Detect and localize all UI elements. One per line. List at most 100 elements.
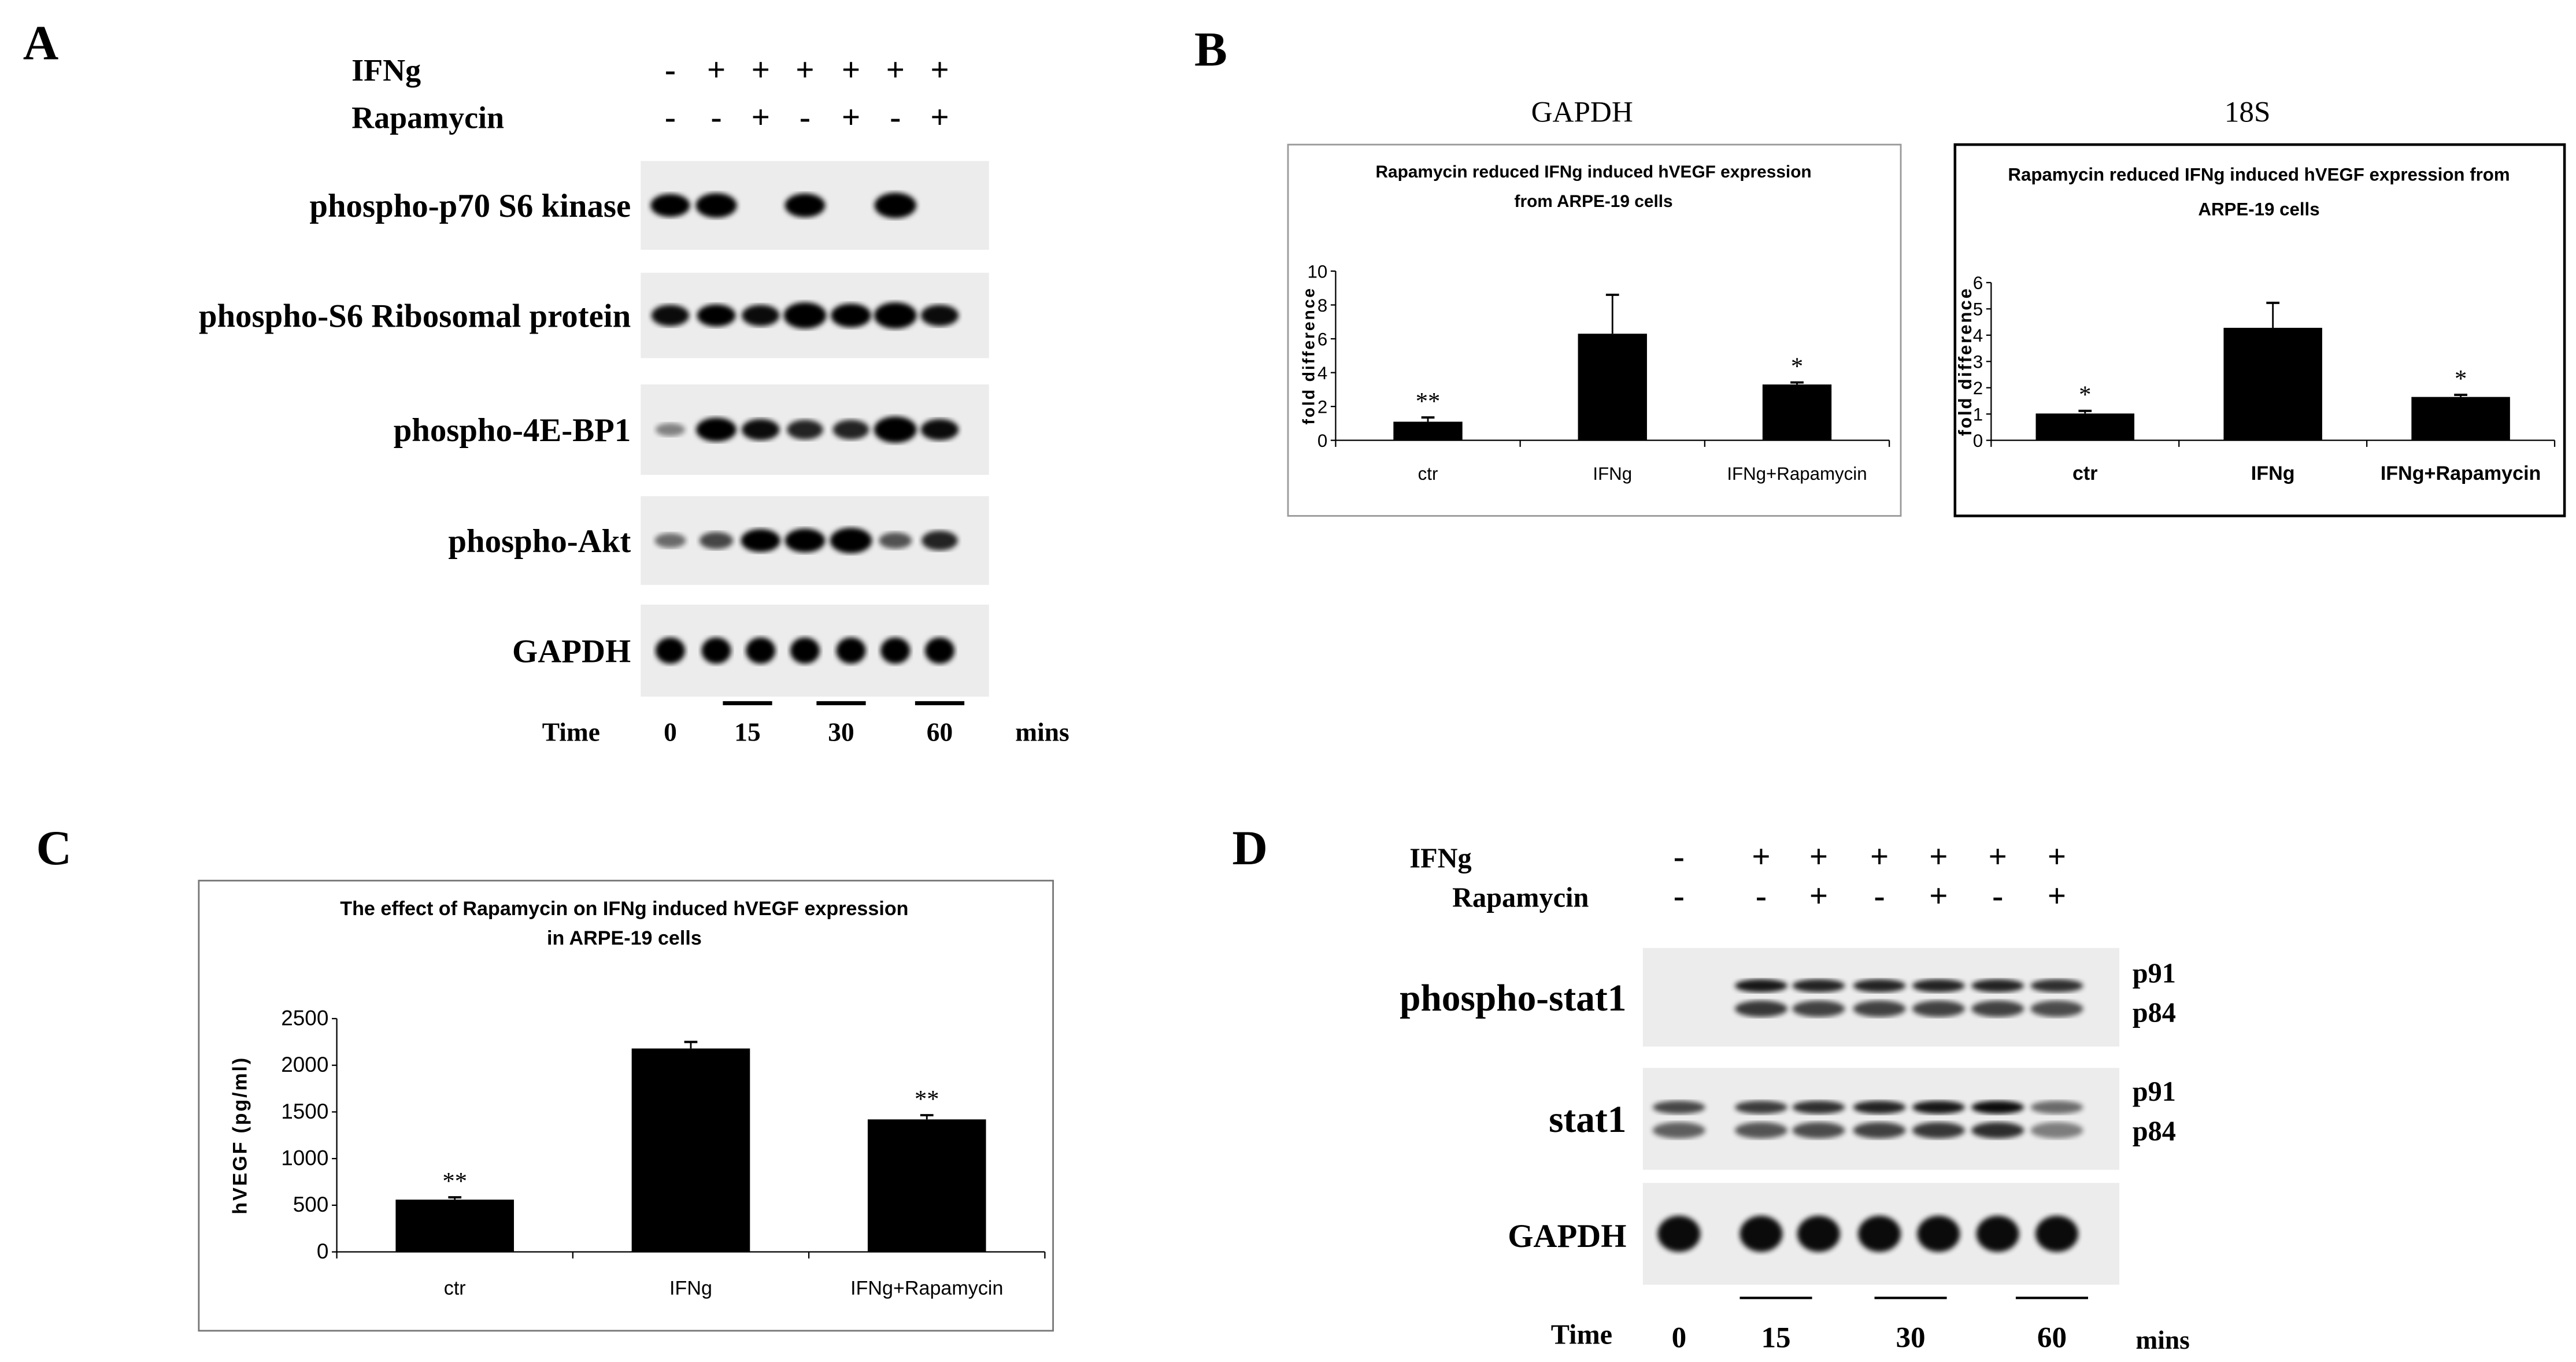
ifng-sign: + (930, 51, 949, 88)
p91-label: p91 (2133, 1076, 2176, 1107)
protein-band (655, 637, 686, 664)
blot-row: phospho-S6 Ribosomal protein (199, 272, 989, 358)
ifng-sign: - (665, 51, 676, 88)
protein-band (655, 423, 686, 436)
protein-band-p91 (1734, 979, 1787, 993)
protein-band (701, 637, 731, 664)
panel-label-c: C (36, 821, 72, 875)
time-label: Time (542, 717, 600, 747)
p84-label: p84 (2133, 1116, 2176, 1146)
protein-band-p91 (1971, 1101, 2024, 1114)
protein-band-p91 (1792, 1101, 1845, 1114)
rapamycin-sign: - (1674, 878, 1685, 915)
protein-band (784, 528, 826, 553)
y-tick-label: 0 (1317, 431, 1327, 451)
protein-band (699, 532, 734, 549)
protein-band-p91 (1652, 1101, 1705, 1114)
blot-label: GAPDH (1508, 1218, 1626, 1254)
bar-ifng-rapamycin (2411, 397, 2510, 441)
rapamycin-sign: + (1809, 878, 1828, 915)
panel-b-gapdh-header: GAPDH (1531, 95, 1633, 128)
protein-band (1739, 1216, 1783, 1252)
protein-band (874, 416, 917, 443)
bar-ctr (2035, 413, 2135, 441)
y-axis-label: fold difference (1300, 287, 1318, 424)
rapamycin-sign: - (711, 99, 722, 136)
y-tick-label: 4 (1317, 363, 1327, 383)
protein-band (1917, 1216, 1960, 1252)
protein-band (874, 193, 917, 219)
y-tick-label: 0 (1973, 431, 1983, 451)
y-tick-label: 2500 (281, 1006, 328, 1030)
rapamycin-sign: + (1929, 878, 1948, 915)
panel-a-western-blot: IFNg Rapamycin --+-+++-+++-++ phospho-p7… (199, 51, 1069, 746)
ifng-sign: + (2048, 839, 2066, 875)
y-tick-label: 5 (1973, 299, 1983, 320)
ifng-sign: + (1809, 839, 1828, 875)
protein-band (831, 304, 871, 328)
time-point: 30 (828, 717, 854, 747)
rapamycin-sign: - (1992, 878, 2003, 915)
x-category-label: IFNg+Rapamycin (1727, 464, 1867, 484)
protein-band-p91 (1971, 979, 2024, 993)
rapamycin-sign: - (665, 99, 676, 136)
protein-band-p84 (1912, 1122, 1965, 1139)
protein-band-p91 (1912, 979, 1965, 993)
time-point: 0 (664, 717, 677, 747)
y-tick-label: 3 (1973, 352, 1983, 372)
blot-label: stat1 (1549, 1099, 1626, 1141)
x-category-label: IFNg (2251, 462, 2295, 484)
time-point: 60 (927, 717, 953, 747)
chart-title: Rapamycin reduced IFNg induced hVEGF exp… (2008, 165, 2510, 185)
protein-band (784, 193, 826, 217)
significance-marker: * (2079, 382, 2091, 409)
blot-row: phospho-4E-BP1 (394, 384, 989, 475)
rapamycin-sign: - (1756, 878, 1767, 915)
time-unit: mins (1015, 717, 1069, 747)
chart-frame-gapdh (1287, 143, 1902, 517)
significance-marker: ** (915, 1086, 939, 1113)
rapamycin-sign: - (1874, 878, 1885, 915)
chart-title: The effect of Rapamycin on IFNg induced … (340, 898, 908, 920)
protein-band (654, 533, 686, 548)
chart-title: from ARPE-19 cells (1515, 192, 1673, 211)
p84-label: p84 (2133, 998, 2176, 1028)
protein-band (696, 417, 736, 442)
y-tick-label: 6 (1973, 273, 1983, 293)
significance-marker: ** (1416, 388, 1441, 415)
protein-band (920, 305, 959, 327)
x-category-label: ctr (444, 1277, 466, 1299)
protein-band-p84 (1971, 1000, 2024, 1017)
protein-band (742, 419, 780, 441)
panel-label-b: B (1194, 23, 1227, 77)
y-tick-label: 6 (1317, 329, 1327, 349)
protein-band (741, 529, 780, 552)
x-category-label: IFNg (669, 1277, 712, 1299)
protein-band-p84 (1971, 1122, 2024, 1139)
protein-band (697, 304, 736, 327)
y-tick-label: 1500 (281, 1100, 328, 1123)
protein-band-p91 (1853, 979, 1906, 993)
x-category-label: ctr (1418, 464, 1438, 484)
ifng-row-label: IFNg (1409, 843, 1471, 874)
protein-band (651, 305, 690, 327)
protein-band (924, 637, 955, 664)
ifng-sign: + (1752, 839, 1770, 875)
chart-frame-18s (1953, 143, 2566, 517)
protein-band-p84 (1652, 1122, 1705, 1139)
bar-ctr (1393, 421, 1463, 441)
y-tick-label: 500 (293, 1193, 329, 1216)
rapamycin-sign: + (2048, 878, 2066, 915)
blot-membrane (1642, 1068, 2119, 1170)
protein-band (742, 305, 780, 327)
ifng-sign: + (842, 51, 860, 88)
protein-band-p84 (1734, 1122, 1787, 1139)
chart-title: in ARPE-19 cells (547, 927, 702, 949)
chart-title: Rapamycin reduced IFNg induced hVEGF exp… (1375, 162, 1811, 182)
ifng-sign: + (707, 51, 726, 88)
bar-ifng (2223, 328, 2322, 441)
x-category-label: IFNg+Rapamycin (2381, 462, 2541, 484)
ifng-sign: + (1929, 839, 1948, 875)
rapamycin-row-label: Rapamycin (351, 101, 504, 135)
